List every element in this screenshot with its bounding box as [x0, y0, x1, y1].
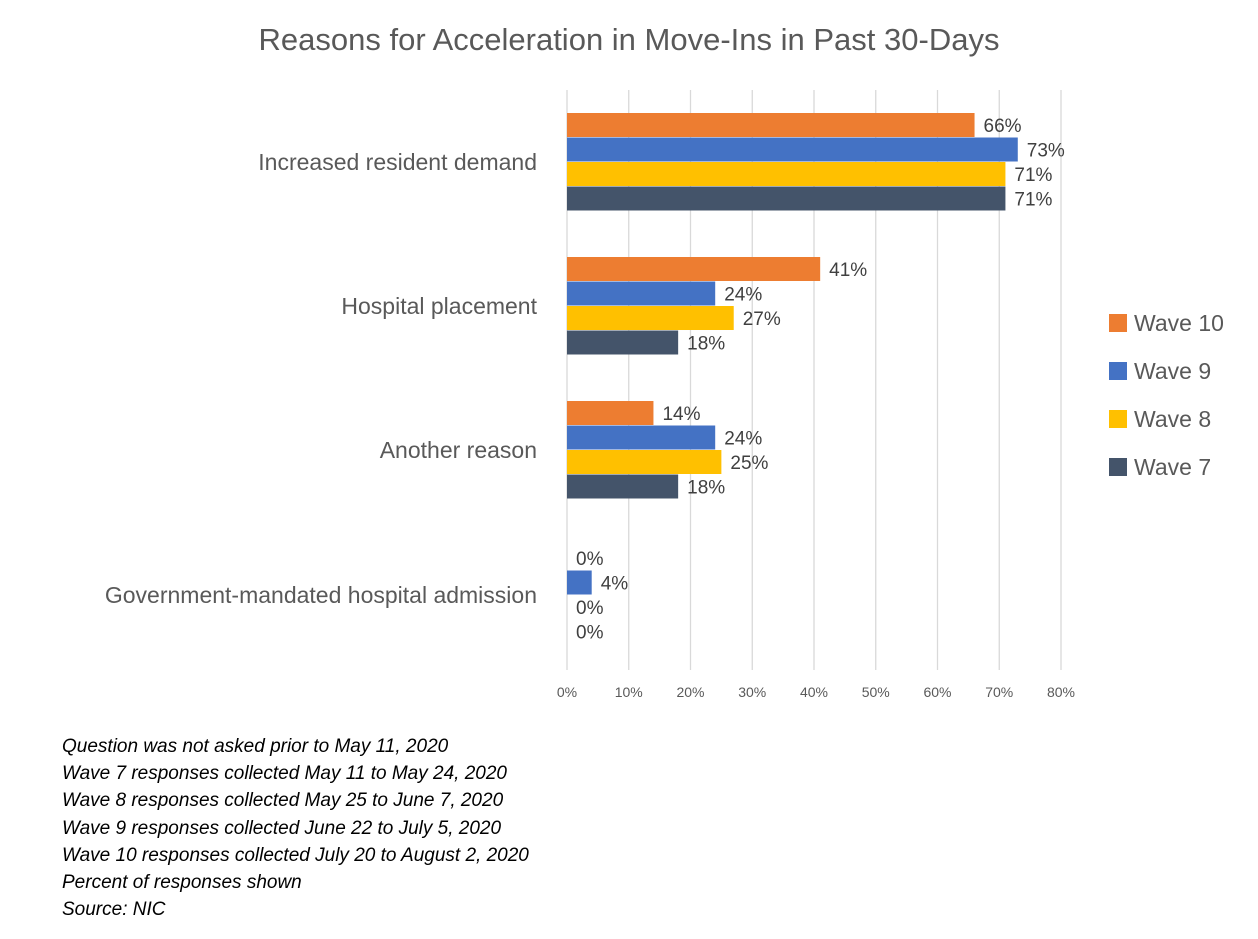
bar [567, 401, 654, 425]
category-label: Hospital placement [341, 293, 537, 319]
data-label: 18% [687, 478, 725, 499]
data-label: 4% [601, 574, 629, 595]
legend-swatch [1109, 410, 1127, 428]
data-label: 0% [576, 598, 604, 619]
x-tick-label: 30% [738, 684, 766, 700]
bar [567, 186, 1006, 211]
data-label: 66% [984, 116, 1022, 137]
category-label: Another reason [380, 437, 537, 463]
data-label: 71% [1014, 190, 1052, 211]
data-label: 24% [724, 429, 762, 450]
data-label: 18% [687, 334, 725, 355]
data-label: 14% [662, 404, 700, 425]
legend-label: Wave 10 [1134, 310, 1224, 336]
data-label: 25% [730, 453, 768, 474]
footnote: Percent of responses shown [62, 872, 302, 894]
bar [567, 425, 716, 450]
data-label: 71% [1014, 165, 1052, 186]
data-labels: 66%73%71%71%41%24%27%18%14%24%25%18%0%4%… [576, 116, 1065, 644]
bar [567, 570, 592, 595]
category-label: Government-mandated hospital admission [105, 582, 537, 608]
bar [567, 137, 1018, 162]
bar [567, 162, 1006, 186]
x-tick-label: 20% [676, 684, 704, 700]
x-tick-label: 50% [862, 684, 890, 700]
legend-swatch [1109, 458, 1127, 476]
footnote: Wave 10 responses collected July 20 to A… [62, 844, 529, 866]
x-tick-label: 10% [615, 684, 643, 700]
bar [567, 281, 716, 306]
legend-label: Wave 8 [1134, 406, 1211, 432]
data-label: 0% [576, 623, 604, 644]
data-label: 27% [743, 309, 781, 330]
x-tick-label: 40% [800, 684, 828, 700]
footnote: Wave 7 responses collected May 11 to May… [62, 763, 507, 785]
data-label: 24% [724, 285, 762, 306]
bar [567, 306, 734, 330]
bars [567, 113, 1018, 595]
legend: Wave 10 Wave 9 Wave 8 Wave 7 [1109, 310, 1224, 480]
chart-title: Reasons for Acceleration in Move-Ins in … [258, 22, 1000, 57]
bar [567, 474, 679, 499]
data-label: 73% [1027, 141, 1065, 162]
bar [567, 113, 975, 137]
footnote: Wave 8 responses collected May 25 to Jun… [62, 790, 504, 812]
bar-chart: 66%73%71%71%41%24%27%18%14%24%25%18%0%4%… [105, 90, 1224, 700]
data-label: 41% [829, 260, 867, 281]
legend-label: Wave 7 [1134, 454, 1211, 480]
footnote: Question was not asked prior to May 11, … [62, 736, 449, 757]
x-tick-label: 80% [1047, 684, 1075, 700]
x-tick-labels: 0% 10% 20% 30% 40% 50% 60% 70% 80% [557, 684, 1075, 700]
footnotes: Question was not asked prior to May 11, … [62, 733, 529, 923]
bar [567, 450, 722, 474]
legend-swatch [1109, 362, 1127, 380]
footnote: Wave 9 responses collected June 22 to Ju… [62, 817, 502, 839]
legend-label: Wave 9 [1134, 358, 1211, 384]
category-label: Increased resident demand [258, 149, 537, 175]
legend-swatch [1109, 314, 1127, 332]
data-label: 0% [576, 549, 604, 570]
x-tick-label: 70% [985, 684, 1013, 700]
x-tick-label: 0% [557, 684, 577, 700]
bar [567, 330, 679, 355]
category-labels: Increased resident demand Hospital placem… [105, 149, 538, 608]
x-tick-label: 60% [923, 684, 951, 700]
footnote: Source: NIC [62, 899, 166, 921]
bar [567, 257, 821, 281]
